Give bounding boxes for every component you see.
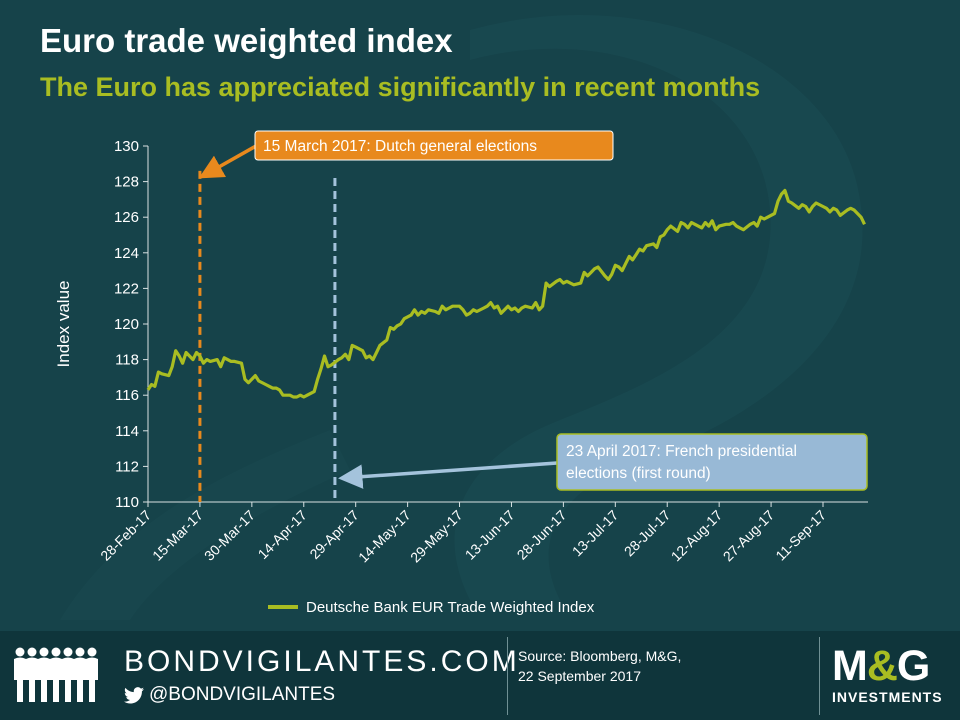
legend: Deutsche Bank EUR Trade Weighted Index [268, 599, 595, 616]
x-tick-label: 29-May-17 [407, 507, 466, 566]
y-tick-label: 118 [115, 352, 139, 369]
y-tick-label: 128 [114, 174, 139, 191]
logo-subtitle: INVESTMENTS [832, 689, 943, 705]
twitter-bird-icon [124, 686, 144, 703]
chart-title: Euro trade weighted index [40, 22, 453, 59]
y-tick-label: 122 [114, 280, 139, 297]
x-tick-label: 14-May-17 [355, 507, 414, 566]
x-tick-label: 12-Aug-17 [668, 507, 726, 565]
source-line-2: 22 September 2017 [518, 668, 641, 684]
annotation-lines [198, 170, 337, 502]
series-line [146, 188, 866, 399]
y-tick-label: 114 [115, 423, 139, 440]
line-chart: 110 112 114 116 118 120 122 124 126 128 130 Index v… [54, 130, 868, 616]
y-tick-label: 116 [115, 387, 139, 404]
french-callout-arrow [338, 461, 558, 489]
y-tick-label: 124 [114, 245, 139, 262]
twitter-handle-text: @BONDVIGILANTES [149, 684, 336, 705]
x-tick-label: 11-Sep-17 [772, 507, 829, 564]
x-tick-label: 27-Aug-17 [720, 507, 778, 565]
x-tick-label: 14-Apr-17 [255, 507, 310, 562]
footer-bar [0, 631, 960, 720]
twitter-handle[interactable]: @BONDVIGILANTES [124, 684, 335, 706]
y-tick-label: 126 [114, 209, 139, 226]
brand-url[interactable]: BONDVIGILANTES.COM [124, 645, 520, 678]
y-tick-label: 112 [115, 458, 139, 475]
x-tick-label: 29-Apr-17 [306, 507, 361, 562]
y-tick-label: 130 [114, 138, 139, 155]
french-callout-box [556, 433, 868, 491]
mg-logo[interactable]: M&G INVESTMENTS [832, 643, 948, 705]
source-line-1: Source: Bloomberg, M&G, [518, 648, 682, 664]
people-silhouettes-icon [14, 647, 98, 702]
callouts: 15 March 2017: Dutch general elections 23… [198, 130, 868, 491]
french-callout-text: 23 April 2017: French presidential [566, 443, 797, 460]
x-tick-label: 15-Mar-17 [149, 507, 206, 564]
source-note: Source: Bloomberg, M&G, 22 September 201… [518, 646, 808, 686]
dutch-callout-box [254, 130, 614, 161]
x-tick-label: 13-Jul-17 [569, 507, 622, 560]
legend-label: Deutsche Bank EUR Trade Weighted Index [306, 599, 595, 616]
french-callout-text: elections (first round) [566, 465, 711, 482]
x-tick-label: 28-Jun-17 [514, 507, 570, 563]
x-tick-label: 28-Feb-17 [97, 507, 154, 564]
x-tick-label: 28-Jul-17 [621, 507, 674, 560]
dutch-callout-arrow [198, 144, 257, 179]
footer-separator [819, 637, 820, 715]
x-tick-label: 30-Mar-17 [201, 507, 258, 564]
chart-subtitle: The Euro has appreciated significantly i… [40, 72, 761, 102]
dutch-callout-text: 15 March 2017: Dutch general elections [263, 138, 537, 155]
y-axis-label: Index value [54, 281, 73, 368]
logo-wordmark: M&G [832, 642, 930, 690]
y-tick-label: 110 [115, 494, 139, 511]
footer-separator [507, 637, 508, 715]
y-tick-label: 120 [114, 316, 139, 333]
x-tick-label: 13-Jun-17 [462, 507, 518, 563]
